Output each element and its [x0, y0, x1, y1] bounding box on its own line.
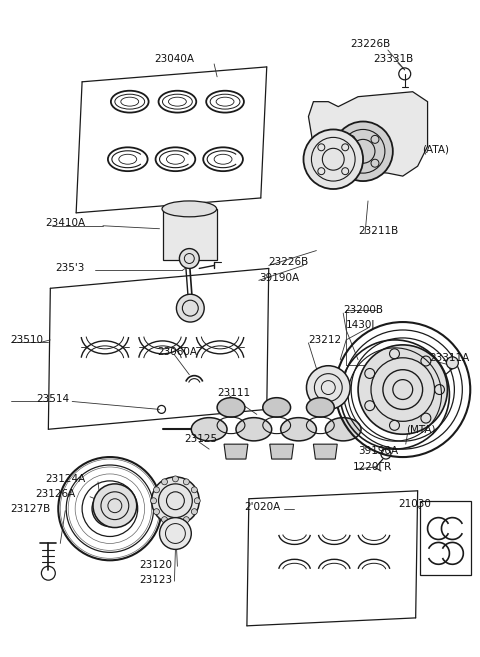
Ellipse shape [306, 397, 334, 417]
Circle shape [152, 477, 199, 524]
Circle shape [154, 509, 159, 514]
Text: 39190A: 39190A [259, 273, 299, 283]
Text: 1430J: 1430J [346, 320, 375, 330]
Circle shape [192, 487, 197, 493]
Polygon shape [309, 92, 428, 176]
Text: 23311A: 23311A [430, 353, 470, 363]
Circle shape [303, 129, 363, 189]
Text: 23331B: 23331B [373, 54, 413, 64]
Circle shape [154, 487, 159, 493]
Circle shape [151, 498, 156, 504]
Text: 235'3: 235'3 [55, 263, 84, 273]
Text: 23212: 23212 [309, 335, 342, 345]
Text: (ATA): (ATA) [422, 145, 450, 154]
Polygon shape [313, 444, 337, 459]
Text: 23226B: 23226B [269, 258, 309, 267]
Text: 23125: 23125 [184, 434, 217, 444]
Circle shape [172, 476, 179, 482]
Circle shape [162, 516, 168, 522]
Text: (MTA): (MTA) [406, 424, 435, 434]
Ellipse shape [263, 397, 290, 417]
Text: 23124A: 23124A [46, 474, 85, 484]
Ellipse shape [236, 418, 272, 441]
Circle shape [358, 345, 447, 434]
Ellipse shape [325, 418, 361, 441]
Text: 23040A: 23040A [155, 54, 194, 64]
Polygon shape [270, 444, 294, 459]
Circle shape [162, 479, 168, 485]
Circle shape [180, 248, 199, 269]
Text: 23510: 23510 [11, 335, 44, 345]
Text: 21030: 21030 [398, 499, 431, 509]
Circle shape [194, 498, 200, 504]
Circle shape [177, 294, 204, 322]
Circle shape [183, 516, 189, 522]
Circle shape [183, 479, 189, 485]
Text: 23200B: 23200B [343, 305, 383, 315]
Text: 23226B: 23226B [350, 39, 390, 49]
Text: 23514: 23514 [36, 394, 70, 405]
Bar [420, 501, 471, 575]
Text: 23120: 23120 [140, 560, 173, 570]
Polygon shape [224, 444, 248, 459]
Text: 39190A: 39190A [358, 446, 398, 456]
Ellipse shape [281, 418, 316, 441]
Text: 2'020A: 2'020A [244, 502, 280, 512]
Circle shape [333, 122, 393, 181]
Circle shape [93, 484, 137, 528]
Bar [163, 209, 217, 260]
Text: 23211B: 23211B [358, 226, 398, 236]
Text: 23123: 23123 [140, 575, 173, 585]
Circle shape [159, 518, 192, 549]
Text: 23410A: 23410A [46, 217, 85, 228]
Ellipse shape [162, 201, 216, 217]
Circle shape [92, 491, 128, 526]
Ellipse shape [217, 397, 245, 417]
Circle shape [306, 366, 350, 409]
Circle shape [446, 357, 458, 369]
Text: 23126A: 23126A [36, 489, 76, 499]
Ellipse shape [192, 418, 227, 441]
Circle shape [192, 509, 197, 514]
Text: 1220ΓR: 1220ΓR [353, 462, 392, 472]
Text: 23111: 23111 [217, 388, 250, 397]
Text: 23060A: 23060A [157, 347, 198, 357]
Text: 23127B: 23127B [11, 504, 51, 514]
Circle shape [172, 520, 179, 526]
